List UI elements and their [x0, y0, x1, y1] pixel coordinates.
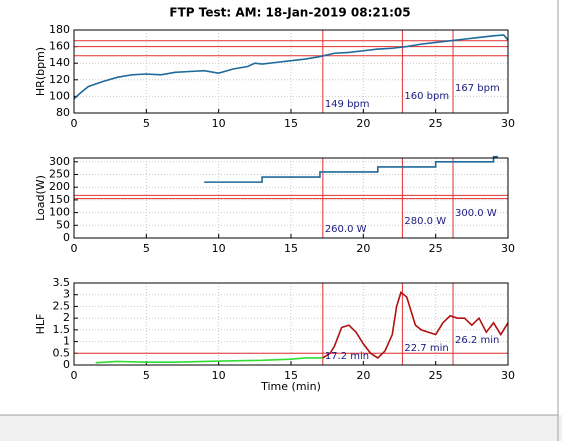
- x-tick-label: 5: [143, 242, 150, 255]
- y-tick-label: 160: [49, 40, 70, 53]
- x-tick-label: 5: [143, 117, 150, 130]
- x-tick-label: 10: [212, 117, 226, 130]
- annotation: 167 bpm: [455, 83, 500, 94]
- y-tick-label: 180: [49, 23, 70, 36]
- annotation: 17.2 min: [325, 351, 369, 362]
- y-tick-label: 2.5: [53, 299, 71, 312]
- data-line: [204, 155, 498, 183]
- y-tick-label: 140: [49, 56, 70, 69]
- y-axis-label: Load(W): [34, 175, 47, 221]
- x-tick-label: 20: [356, 242, 370, 255]
- x-tick-label: 20: [356, 369, 370, 382]
- x-tick-label: 0: [71, 242, 78, 255]
- y-tick-label: 0: [63, 358, 70, 371]
- x-tick-label: 30: [501, 369, 515, 382]
- annotation: 22.7 min: [404, 343, 448, 354]
- x-tick-label: 0: [71, 369, 78, 382]
- y-tick-label: 100: [49, 89, 70, 102]
- axes-box: [73, 282, 509, 366]
- data-line: [73, 34, 509, 100]
- x-tick-label: 10: [212, 369, 226, 382]
- x-tick-label: 10: [212, 242, 226, 255]
- y-tick-label: 0.5: [53, 346, 71, 359]
- x-tick-label: 30: [501, 242, 515, 255]
- y-tick-label: 150: [49, 193, 70, 206]
- x-tick-label: 0: [71, 117, 78, 130]
- y-tick-label: 100: [49, 206, 70, 219]
- data-line: [95, 357, 323, 364]
- y-tick-label: 3.5: [53, 276, 71, 289]
- y-tick-label: 120: [49, 73, 70, 86]
- y-tick-label: 80: [56, 106, 70, 119]
- plot-area: [74, 283, 508, 365]
- chart-title: FTP Test: AM: 18-Jan-2019 08:21:05: [169, 6, 410, 20]
- y-tick-label: 300: [49, 155, 70, 168]
- annotation: 160 bpm: [404, 91, 449, 102]
- annotation: 260.0 W: [325, 224, 367, 235]
- x-tick-label: 25: [429, 117, 443, 130]
- y-tick-label: 1.5: [53, 323, 71, 336]
- annotation: 300.0 W: [455, 208, 497, 219]
- x-tick-label: 15: [284, 369, 298, 382]
- x-tick-label: 15: [284, 117, 298, 130]
- data-line: [322, 291, 509, 359]
- x-tick-label: 30: [501, 117, 515, 130]
- y-tick-label: 2: [63, 311, 70, 324]
- x-tick-label: 25: [429, 242, 443, 255]
- x-tick-label: 15: [284, 242, 298, 255]
- x-tick-label: 20: [356, 117, 370, 130]
- y-tick-label: 200: [49, 180, 70, 193]
- y-axis-label: HLF: [34, 314, 47, 335]
- status-area: [0, 415, 562, 441]
- y-axis-label: HR(bpm): [34, 47, 47, 96]
- axes-box: [73, 157, 509, 239]
- annotation: 149 bpm: [325, 99, 370, 110]
- y-tick-label: 50: [56, 218, 70, 231]
- annotation: 280.0 W: [404, 216, 446, 227]
- axes-box: [73, 29, 509, 114]
- y-tick-label: 0: [63, 231, 70, 244]
- y-tick-label: 3: [63, 288, 70, 301]
- annotation: 26.2 min: [455, 335, 499, 346]
- x-axis-label: Time (min): [260, 380, 321, 393]
- x-tick-label: 5: [143, 369, 150, 382]
- y-tick-label: 250: [49, 168, 70, 181]
- x-tick-label: 25: [429, 369, 443, 382]
- y-tick-label: 1: [63, 335, 70, 348]
